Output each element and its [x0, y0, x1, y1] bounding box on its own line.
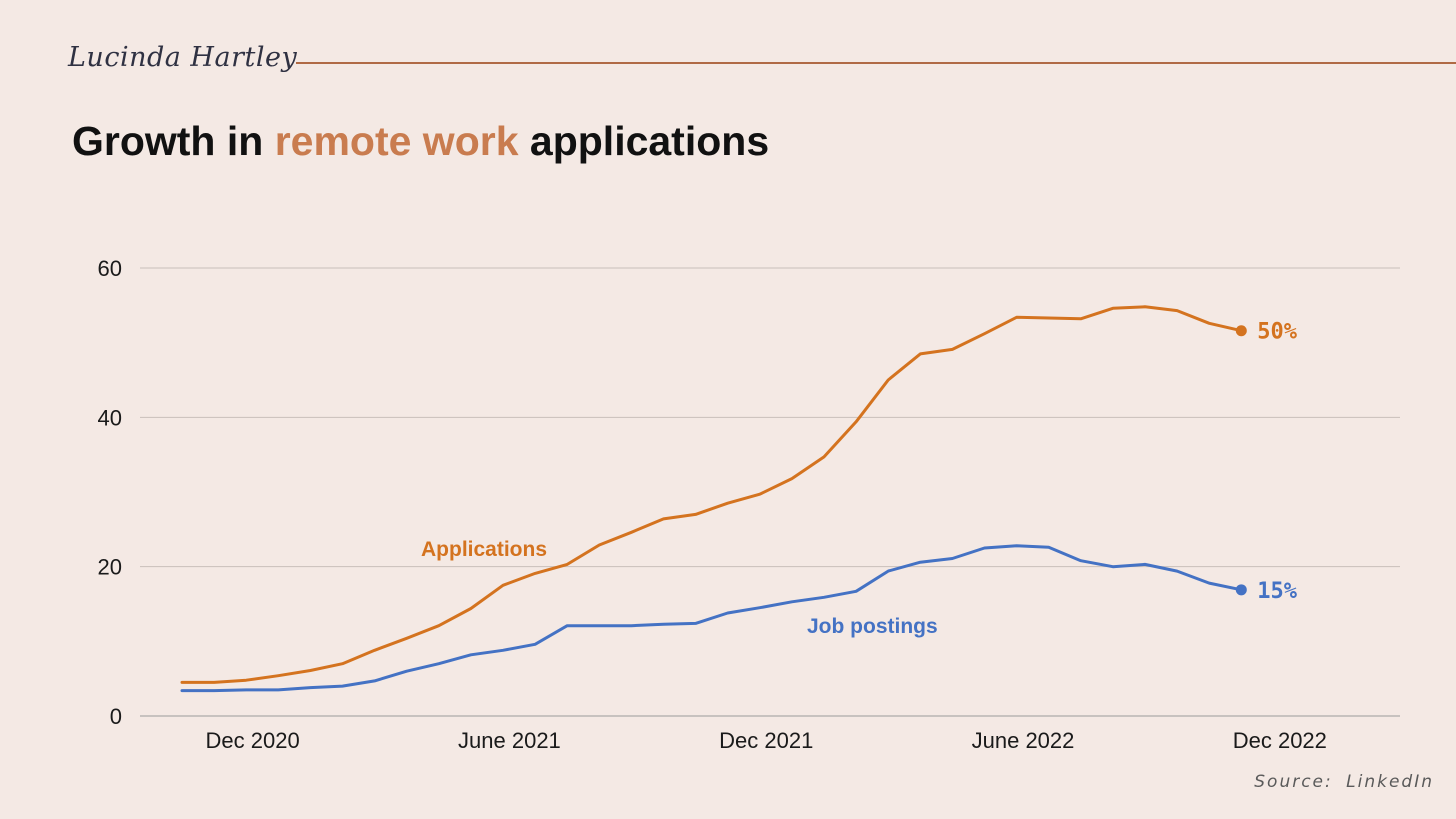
- series-end-point: [1235, 325, 1247, 337]
- y-tick-label: 20: [98, 555, 122, 580]
- title-part-1: Growth in: [72, 118, 275, 164]
- series-line-job-postings: [180, 544, 1243, 693]
- source-note: Source: LinkedIn: [1254, 772, 1434, 792]
- title-accent: remote work: [274, 118, 519, 164]
- series-label-applications: Applications: [421, 538, 547, 561]
- page-title: Growth in remote work applications: [72, 118, 769, 165]
- series-end-label: 15%: [1257, 579, 1297, 604]
- x-tick-label: Dec 2022: [1233, 728, 1327, 753]
- header-divider: [296, 62, 1456, 64]
- series-line-applications: [180, 305, 1243, 684]
- x-tick-label: Dec 2021: [719, 728, 813, 753]
- title-part-2: applications: [518, 118, 770, 164]
- series-label-job-postings: Job postings: [807, 615, 938, 638]
- brand-signature: Lucinda Hartley: [68, 42, 298, 73]
- y-tick-label: 40: [98, 405, 122, 430]
- y-tick-label: 0: [110, 704, 122, 729]
- series-end-point: [1235, 584, 1247, 596]
- series-end-label: 50%: [1257, 320, 1297, 345]
- y-tick-label: 60: [98, 256, 122, 281]
- x-tick-label: June 2022: [972, 728, 1075, 753]
- x-tick-label: June 2021: [458, 728, 561, 753]
- x-tick-label: Dec 2020: [206, 728, 300, 753]
